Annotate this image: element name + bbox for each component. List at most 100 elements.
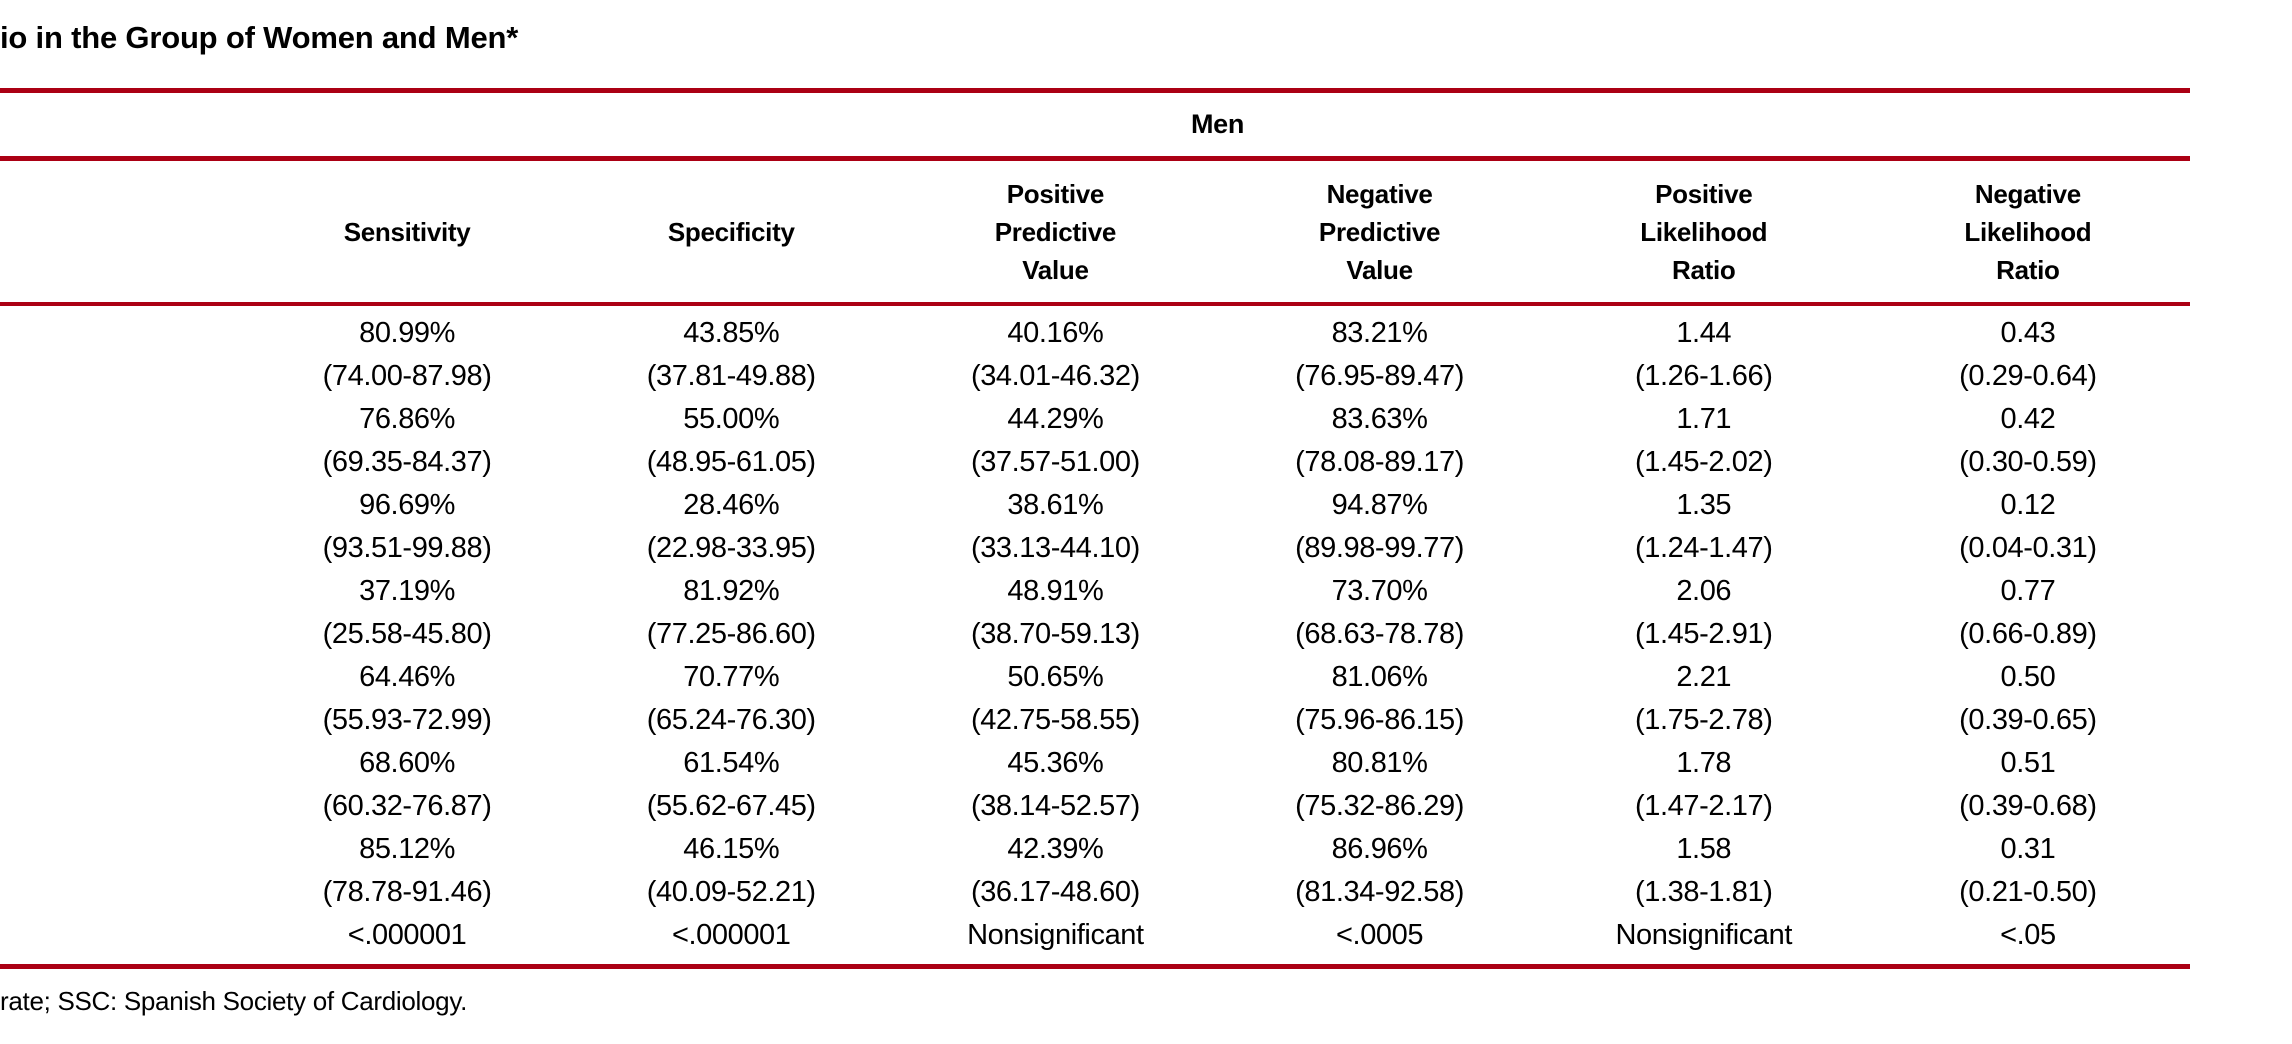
cell-value: 80.99% (359, 317, 456, 349)
table-cell: 86.96% (81.34-92.58) (1217, 828, 1541, 914)
cell-ci: (0.04-0.31) (1959, 532, 2097, 564)
cell-value: 83.63% (1331, 403, 1428, 435)
table-cell: 0.77 (0.66-0.89) (1866, 570, 2190, 656)
table-cell: 55.00% (48.95-61.05) (569, 398, 893, 484)
cell-value: 70.77% (683, 661, 780, 693)
table-cell: 1.78 (1.47-2.17) (1542, 742, 1866, 828)
cell-ci: (1.24-1.47) (1635, 532, 1773, 564)
table-cell: 40.16% (34.01-46.32) (893, 312, 1217, 398)
p-value-cell: Nonsignificant (893, 914, 1217, 957)
cell-value: 44.29% (1007, 403, 1104, 435)
table-cell: 1.58 (1.38-1.81) (1542, 828, 1866, 914)
table-bottom-rule (0, 964, 2190, 969)
cell-ci: (48.95-61.05) (646, 446, 816, 478)
cell-ci: (55.62-67.45) (646, 790, 816, 822)
table-cell: 0.42 (0.30-0.59) (1866, 398, 2190, 484)
header-body-rule (0, 302, 2190, 306)
cell-ci: (78.08-89.17) (1295, 446, 1465, 478)
header-line: Likelihood (1640, 216, 1768, 247)
p-value-cell: Nonsignificant (1542, 914, 1866, 957)
column-header-specificity: Specificity (569, 161, 893, 302)
table-top-rule (0, 88, 2190, 93)
table-cell: 0.50 (0.39-0.65) (1866, 656, 2190, 742)
cell-ci: (68.63-78.78) (1295, 618, 1465, 650)
cell-ci: (65.24-76.30) (646, 704, 816, 736)
cell-value: 83.21% (1331, 317, 1428, 349)
table-cell: 43.85% (37.81-49.88) (569, 312, 893, 398)
row-label-stub (0, 398, 245, 484)
table-cell: 1.44 (1.26-1.66) (1542, 312, 1866, 398)
cell-ci: (76.95-89.47) (1295, 360, 1465, 392)
cell-ci: (33.13-44.10) (970, 532, 1140, 564)
cell-ci: (37.57-51.00) (970, 446, 1140, 478)
header-line: Negative (1326, 178, 1433, 209)
cell-ci: (55.93-72.99) (322, 704, 492, 736)
cell-ci: (22.98-33.95) (646, 532, 816, 564)
cell-ci: (1.38-1.81) (1635, 876, 1773, 908)
cell-ci: (40.09-52.21) (646, 876, 816, 908)
cell-value: 76.86% (359, 403, 456, 435)
table-cell: 83.21% (76.95-89.47) (1217, 312, 1541, 398)
cell-ci: (38.14-52.57) (970, 790, 1140, 822)
table-cell: 61.54% (55.62-67.45) (569, 742, 893, 828)
cell-ci: (38.70-59.13) (970, 618, 1140, 650)
table-cell: 0.12 (0.04-0.31) (1866, 484, 2190, 570)
cell-ci: (0.39-0.68) (1959, 790, 2097, 822)
table-cell: 45.36% (38.14-52.57) (893, 742, 1217, 828)
column-header-positive-predictive-value: Positive Predictive Value (893, 161, 1217, 302)
table-cell: 81.92% (77.25-86.60) (569, 570, 893, 656)
cell-value: 42.39% (1007, 833, 1104, 865)
cell-value: 0.12 (2000, 489, 2056, 521)
p-value-row: <.000001 <.000001 Nonsignificant <.0005 … (0, 914, 2190, 957)
header-line: Negative (1974, 178, 2081, 209)
cell-value: 50.65% (1007, 661, 1104, 693)
cell-value: 43.85% (683, 317, 780, 349)
table-cell: 2.06 (1.45-2.91) (1542, 570, 1866, 656)
cell-value: 1.35 (1676, 489, 1732, 521)
header-line: Predictive (994, 216, 1117, 247)
table-cell: 73.70% (68.63-78.78) (1217, 570, 1541, 656)
cell-value: 96.69% (359, 489, 456, 521)
table-cell: 1.35 (1.24-1.47) (1542, 484, 1866, 570)
cell-value: 0.43 (2000, 317, 2056, 349)
cell-value: 68.60% (359, 747, 456, 779)
cell-ci: (75.96-86.15) (1295, 704, 1465, 736)
cell-value: 0.51 (2000, 747, 2056, 779)
table-cell: 76.86% (69.35-84.37) (245, 398, 569, 484)
table-cell: 81.06% (75.96-86.15) (1217, 656, 1541, 742)
cell-value: 1.78 (1676, 747, 1732, 779)
cell-ci: (0.39-0.65) (1959, 704, 2097, 736)
cell-value: 85.12% (359, 833, 456, 865)
cell-ci: (81.34-92.58) (1295, 876, 1465, 908)
table-cell: 80.99% (74.00-87.98) (245, 312, 569, 398)
header-line: Positive (1006, 178, 1105, 209)
cell-value: 1.71 (1676, 403, 1732, 435)
cell-value: 55.00% (683, 403, 780, 435)
cell-ci: (78.78-91.46) (322, 876, 492, 908)
group-header-rule (0, 156, 2190, 161)
table-row: 76.86% (69.35-84.37) 55.00% (48.95-61.05) … (0, 398, 2190, 484)
table-cell: 38.61% (33.13-44.10) (893, 484, 1217, 570)
header-line: Sensitivity (343, 216, 471, 247)
group-header-row: Men (0, 93, 2190, 156)
cell-value: 86.96% (1331, 833, 1428, 865)
cell-ci: (1.26-1.66) (1635, 360, 1773, 392)
row-label-stub (0, 742, 245, 828)
header-line: Ratio (1996, 254, 2060, 285)
row-label-stub (0, 828, 245, 914)
table-cell: 80.81% (75.32-86.29) (1217, 742, 1541, 828)
cell-value: 73.70% (1331, 575, 1428, 607)
table-cell: 0.51 (0.39-0.68) (1866, 742, 2190, 828)
cell-ci: (36.17-48.60) (970, 876, 1140, 908)
cell-ci: (1.45-2.91) (1635, 618, 1773, 650)
row-label-stub (0, 312, 245, 398)
table-row: 64.46% (55.93-72.99) 70.77% (65.24-76.30) … (0, 656, 2190, 742)
cell-ci: (1.47-2.17) (1635, 790, 1773, 822)
table-row: 80.99% (74.00-87.98) 43.85% (37.81-49.88) … (0, 312, 2190, 398)
cell-value: 2.06 (1676, 575, 1732, 607)
table-cell: 2.21 (1.75-2.78) (1542, 656, 1866, 742)
cell-ci: (1.75-2.78) (1635, 704, 1773, 736)
table-cell: 94.87% (89.98-99.77) (1217, 484, 1541, 570)
column-header-sensitivity: Sensitivity (245, 161, 569, 302)
